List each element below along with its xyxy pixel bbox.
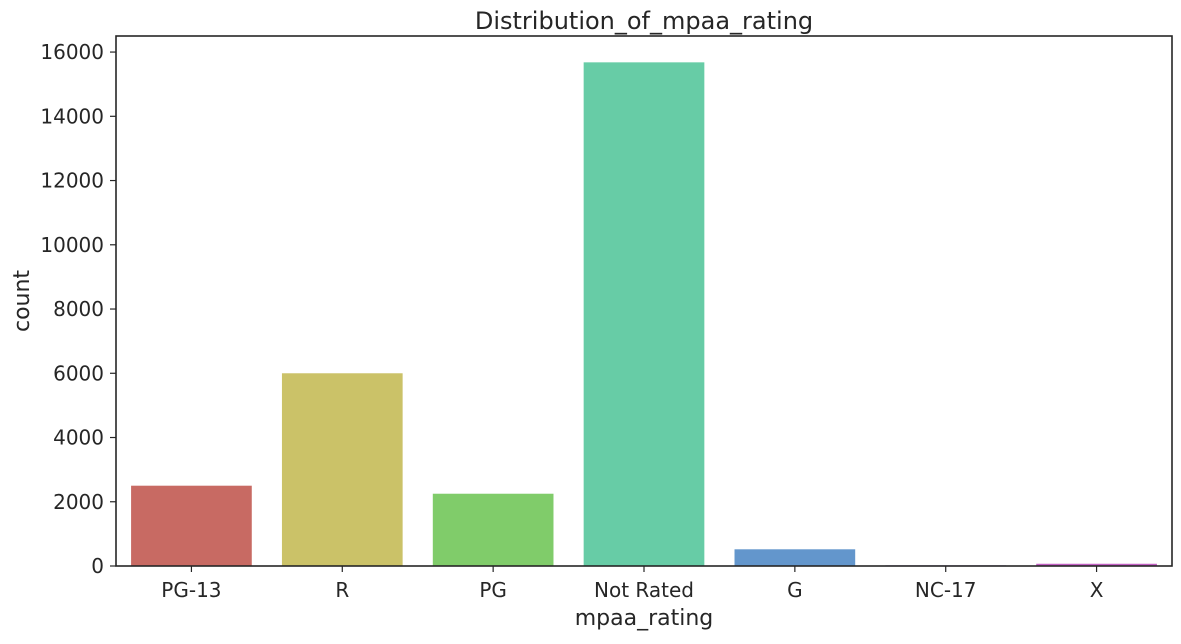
- x-tick-label-r: R: [335, 578, 349, 602]
- y-tick-label: 16000: [40, 40, 104, 64]
- x-tick-label-not-rated: Not Rated: [594, 578, 694, 602]
- bar-not-rated: [583, 62, 705, 567]
- y-tick-label: 6000: [53, 361, 104, 385]
- x-tick-label-pg-13: PG-13: [161, 578, 221, 602]
- y-tick-label: 4000: [53, 426, 104, 450]
- y-axis-ticks: 0 2000 4000 6000 8000 10000 12000 14000 16000: [40, 40, 116, 578]
- bar-r: [281, 373, 403, 566]
- x-tick-label-x: X: [1090, 578, 1104, 602]
- y-axis-label: count: [10, 270, 35, 332]
- y-tick-label: 2000: [53, 490, 104, 514]
- bar-pg-13: [131, 485, 252, 566]
- bars-layer: [131, 62, 1157, 567]
- y-tick-label: 0: [91, 554, 104, 578]
- x-tick-label-g: G: [787, 578, 803, 602]
- y-tick-label: 10000: [40, 233, 104, 257]
- chart-title: Distribution_of_mpaa_rating: [475, 7, 813, 35]
- y-tick-label: 14000: [40, 104, 104, 128]
- x-axis-label: mpaa_rating: [575, 606, 714, 631]
- y-tick-label: 8000: [53, 297, 104, 321]
- x-tick-label-pg: PG: [479, 578, 507, 602]
- bar-g: [734, 549, 856, 566]
- x-axis-ticks: PG-13 R PG Not Rated G NC-17 X: [161, 566, 1104, 602]
- y-tick-label: 12000: [40, 169, 104, 193]
- bar-pg: [432, 493, 554, 566]
- x-tick-label-nc-17: NC-17: [915, 578, 977, 602]
- bar-x: [1036, 563, 1157, 566]
